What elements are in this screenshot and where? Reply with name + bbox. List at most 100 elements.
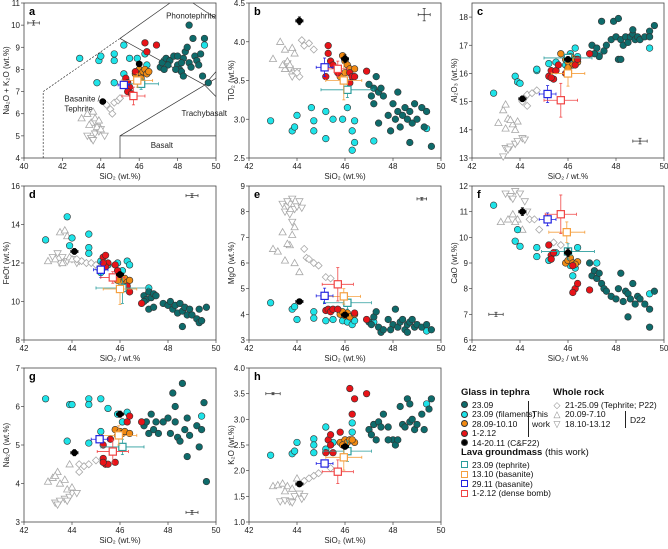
point-20-09-7-10 (278, 227, 287, 236)
x-axis-label: SiO₂ (wt.%) (99, 536, 141, 545)
legend-item: 23.09 (461, 400, 591, 410)
point-23-09 (160, 65, 168, 74)
point-20-09-7-10 (513, 116, 522, 125)
x-tick-label: 44 (293, 344, 302, 353)
x-tick-label: 42 (245, 162, 254, 171)
point-p22 (523, 101, 532, 110)
point-filaments (513, 226, 522, 234)
legend-label: 23.09 (tephrite) (472, 459, 530, 470)
square-1-2-12 (556, 96, 566, 105)
point-23-09 (631, 300, 639, 308)
y-tick-label: 10 (459, 233, 468, 242)
x-tick-label: 46 (564, 344, 573, 353)
point-23-09 (193, 422, 201, 430)
point-filaments (533, 65, 541, 73)
point-filaments (310, 435, 318, 443)
point-filaments (533, 244, 541, 252)
point-20-09-7-10 (90, 113, 100, 122)
point-23-09 (375, 119, 383, 127)
point-p22 (304, 255, 314, 264)
point-1-2-12 (143, 48, 151, 56)
y-tick-label: 2.5 (234, 154, 246, 163)
point-20-09-7-10 (67, 482, 77, 491)
diamond-icon: ◇ (553, 399, 561, 410)
x-tick-label: 48 (612, 344, 621, 353)
point-1-2-12 (336, 428, 344, 436)
point-p22 (292, 68, 302, 77)
point-c-f22 (71, 248, 78, 255)
point-filaments (63, 213, 71, 221)
y-tick-label: 4.0 (234, 364, 246, 373)
y-tick-label: 4 (241, 310, 246, 319)
y-tick-label: 17 (459, 41, 468, 50)
point-23-09 (396, 402, 404, 411)
point-23-09 (394, 436, 402, 444)
point-1-2-12 (138, 299, 146, 308)
point-23-09 (174, 52, 182, 60)
bracket (625, 411, 626, 428)
point-1-2-12 (547, 74, 555, 82)
x-tick-label: 50 (437, 344, 446, 353)
y-tick-label: 6 (241, 259, 246, 268)
x-tick-label: 44 (293, 526, 302, 535)
point-c-f22 (564, 56, 572, 63)
point-23-09 (387, 326, 395, 334)
y-tick-label: 4 (16, 154, 21, 163)
point-filaments (348, 428, 356, 436)
point-20-09-7-10 (96, 124, 106, 133)
point-23-09 (427, 142, 436, 150)
point-23-09 (399, 111, 407, 119)
point-1-2-12 (573, 55, 582, 63)
y-tick-label: 2.0 (234, 467, 246, 476)
square-23-09 (118, 442, 127, 452)
panel-a: 40 42 44 46 48 50 4 5 6 7 8 9 10 11 SiO₂ (wt.%) Na₂O + … (2, 0, 228, 181)
point-23-09 (372, 308, 380, 316)
legend-item: 13.10 (basanite) (461, 469, 661, 479)
marks (265, 384, 436, 507)
point-23-09 (617, 269, 625, 277)
point-filaments (63, 437, 71, 445)
panel-e: 42 44 46 48 50 3 4 5 6 7 8 9 SiO₂ (wt.%) MgO (wt.%) e (227, 182, 446, 363)
point-filaments (571, 44, 579, 52)
marks (267, 195, 436, 336)
square-29-11 (96, 265, 105, 274)
panel-label: b (254, 6, 261, 18)
point-23-09 (159, 418, 167, 426)
x-tick-label: 46 (341, 526, 350, 535)
point-filaments (322, 135, 330, 143)
point-23-09 (185, 21, 193, 29)
x-tick-label: 48 (612, 162, 621, 171)
point-20-09-7-10 (65, 459, 74, 468)
square-1-2-12 (333, 280, 343, 289)
square-1-2-12 (556, 210, 566, 219)
point-23-09 (176, 299, 184, 308)
panel-c: 42 44 46 48 50 13 14 15 16 17 18 SiO₂ / wt.% Al₂O₃ (… (450, 2, 668, 181)
point-23-09 (186, 431, 194, 439)
point-18-10-13-12 (90, 130, 100, 139)
point-20-09-7-10 (43, 477, 53, 485)
marks (41, 193, 210, 331)
point-20-09-7-10 (280, 256, 290, 264)
y-tick-label: 6 (16, 110, 21, 119)
point-p22 (84, 460, 93, 469)
y-axis-label: Na₂O + K₂O (wt.%) (2, 46, 11, 115)
point-20-09-7-10 (283, 239, 292, 247)
point-18-10-13-12 (297, 204, 307, 213)
point-1-2-12 (327, 441, 335, 449)
point-18-10-13-12 (58, 254, 67, 262)
y-axis-label: MgO (wt.%) (227, 242, 236, 285)
point-filaments (85, 249, 93, 257)
panel-label: f (477, 189, 481, 201)
point-23-09 (197, 50, 205, 58)
point-18-10-13-12 (520, 198, 530, 206)
point-18-10-13-12 (53, 501, 62, 510)
y-tick-label: 3.0 (234, 115, 246, 124)
x-tick-label: 48 (389, 162, 398, 171)
panel-label: a (29, 6, 36, 18)
point-filaments (120, 41, 128, 49)
point-18-10-13-12 (287, 73, 297, 82)
point-18-10-13-12 (62, 497, 72, 506)
y-tick-label: 16 (459, 69, 468, 78)
point-18-10-13-12 (88, 137, 98, 145)
legend-label: 28.09-10.10 (472, 418, 518, 429)
